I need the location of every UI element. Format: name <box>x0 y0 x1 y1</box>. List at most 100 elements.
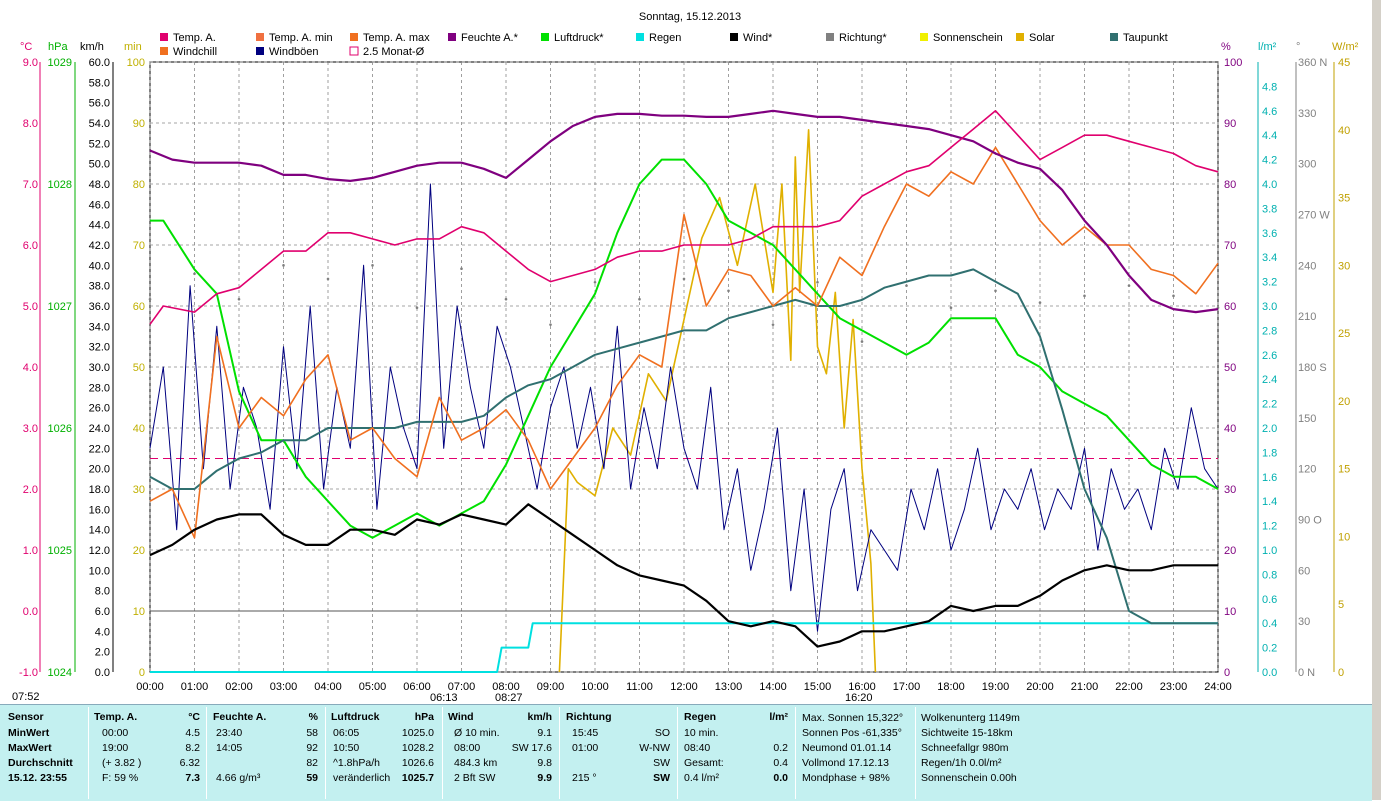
direction-point <box>860 340 864 343</box>
hum-tick: 50 <box>1224 362 1236 374</box>
rain-tick: 4.4 <box>1262 130 1277 142</box>
temp-tick: 5.0 <box>23 301 38 313</box>
footer-header: hPa <box>414 711 434 723</box>
rain-tick: 1.6 <box>1262 472 1277 484</box>
sunrise-marker: 07:52 <box>12 691 40 703</box>
moon-marker-1: 06:13 <box>430 692 458 704</box>
time-tick: 15:00 <box>804 681 832 693</box>
legend-swatch <box>1110 33 1118 41</box>
temp-tick: 7.0 <box>23 179 38 191</box>
time-tick: 17:00 <box>893 681 921 693</box>
wind-tick: 46.0 <box>89 199 110 211</box>
direction-point <box>949 306 953 309</box>
direction-point <box>1038 301 1042 304</box>
solar-tick: 30 <box>1338 260 1350 272</box>
hum-tick: 70 <box>1224 240 1236 252</box>
temp-tick: 1.0 <box>23 545 38 557</box>
footer-header: Temp. A. <box>94 711 138 723</box>
wind-tick: 38.0 <box>89 281 110 293</box>
rain-tick: 3.2 <box>1262 277 1277 289</box>
solar-tick: 5 <box>1338 599 1344 611</box>
press-value: 1025.7 <box>401 772 434 784</box>
dir-value: SO <box>654 727 670 739</box>
dir-tick: 270 W <box>1298 210 1330 222</box>
wind-tick: 22.0 <box>89 443 110 455</box>
wind-value: 9.1 <box>537 727 552 739</box>
direction-point <box>193 272 196 276</box>
series-temp-a <box>149 110 1219 325</box>
time-tick: 20:00 <box>1026 681 1054 693</box>
wind-tick: 6.0 <box>95 606 110 618</box>
wind-tick: 30.0 <box>89 362 110 374</box>
wind-cell: Ø 10 min. <box>454 727 500 739</box>
extra-info: Regen/1h 0.0l/m² <box>921 757 1002 769</box>
temp-tick: 8.0 <box>23 118 38 130</box>
hum-cell: 23:40 <box>216 727 243 739</box>
legend-swatch <box>826 33 834 41</box>
wind-tick: 14.0 <box>89 525 110 537</box>
dir-cell: 01:00 <box>572 742 599 754</box>
legend-label: Richtung* <box>839 32 887 44</box>
press-tick: 1025 <box>48 545 72 557</box>
rain-tick: 4.0 <box>1262 179 1277 191</box>
time-tick: 24:00 <box>1204 681 1232 693</box>
moon-marker-2: 08:27 <box>495 692 523 704</box>
legend-label: 2.5 Monat-Ø <box>363 46 425 58</box>
extra-info: Wolkenunterg 1149m <box>921 712 1020 724</box>
series-windb-en <box>149 183 1219 632</box>
temp-value: 6.32 <box>179 757 200 769</box>
min-tick: 100 <box>127 57 145 69</box>
dir-tick: 30 <box>1298 616 1310 628</box>
dir-value: SW <box>653 772 670 784</box>
time-tick: 11:00 <box>626 681 653 693</box>
legend-swatch <box>541 33 549 41</box>
legend-label: Sonnenschein <box>933 32 1003 44</box>
astro-info: Sonnen Pos -61,335° <box>802 727 902 739</box>
legend-swatch <box>349 46 359 56</box>
press-cell: veränderlich <box>333 772 391 784</box>
hum-value: 92 <box>306 742 318 754</box>
min-tick: 0 <box>139 667 145 679</box>
wind-tick: 26.0 <box>89 403 110 415</box>
weather-chart: Sonntag, 15.12.2013 Temp. A. Windchill Temp… <box>12 11 1359 704</box>
rain-tick: 4.2 <box>1262 155 1277 167</box>
rain-tick: 3.6 <box>1262 228 1277 240</box>
wind-tick: 18.0 <box>89 484 110 496</box>
statistics-panel: Sensor Temp. A. °C Feuchte A.% Luftdruck hPa W… <box>0 704 1372 801</box>
hum-tick: 20 <box>1224 545 1236 557</box>
rain-axis-unit: l/m² <box>1258 41 1277 53</box>
wind-tick: 16.0 <box>89 504 110 516</box>
solar-tick: 25 <box>1338 328 1350 340</box>
direction-point <box>237 297 241 301</box>
time-tick: 02:00 <box>225 681 253 693</box>
rain-tick: 2.6 <box>1262 350 1277 362</box>
rain-tick: 0.2 <box>1262 643 1277 655</box>
direction-point <box>282 264 285 267</box>
legend-swatch <box>350 33 358 41</box>
astro-info: Max. Sonnen 15,322° <box>802 712 904 724</box>
time-tick: 19:00 <box>982 681 1010 693</box>
rain-cell: 10 min. <box>684 727 719 739</box>
chart-title: Sonntag, 15.12.2013 <box>639 11 741 23</box>
dir-tick: 60 <box>1298 565 1310 577</box>
solar-tick: 10 <box>1338 531 1350 543</box>
wind-tick: 12.0 <box>89 545 110 557</box>
time-tick: 08:00 <box>492 681 520 693</box>
legend-swatch <box>920 33 928 41</box>
hum-tick: 80 <box>1224 179 1236 191</box>
dir-tick: 240 <box>1298 260 1316 272</box>
legend-label: Regen <box>649 32 681 44</box>
rain-value: 0.2 <box>773 742 788 754</box>
wind-tick: 44.0 <box>89 220 110 232</box>
window-scrollbar[interactable] <box>1372 0 1381 800</box>
footer-header: Wind <box>448 711 474 723</box>
hum-tick: 100 <box>1224 57 1242 69</box>
time-tick: 03:00 <box>270 681 298 693</box>
press-value: 1026.6 <box>401 757 434 769</box>
time-tick: 00:00 <box>136 681 164 693</box>
legend-swatch <box>256 33 264 41</box>
solar-tick: 45 <box>1338 57 1350 69</box>
time-tick: 22:00 <box>1115 681 1143 693</box>
wind-tick: 32.0 <box>89 342 110 354</box>
hum-tick: 30 <box>1224 484 1236 496</box>
